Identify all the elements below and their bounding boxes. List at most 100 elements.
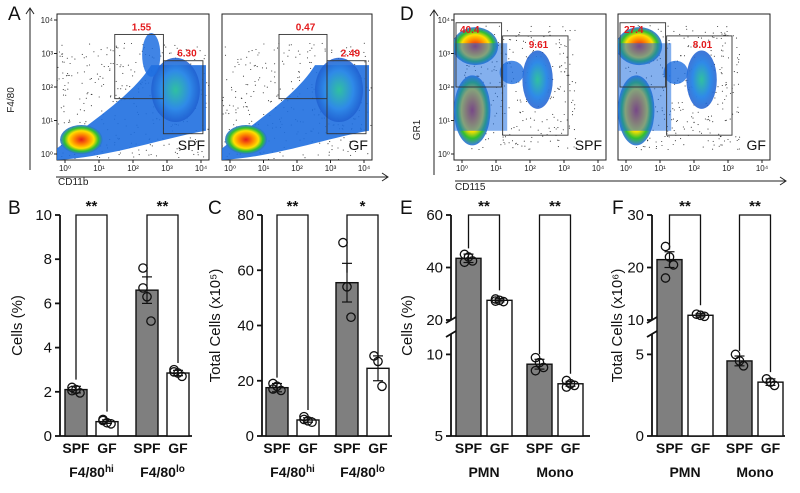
event-dot — [135, 61, 137, 64]
data-point — [561, 382, 572, 392]
event-dot — [266, 86, 268, 88]
event-dot — [177, 53, 179, 55]
event-dot — [237, 107, 239, 109]
event-dot — [238, 63, 240, 66]
event-dot — [725, 82, 727, 84]
event-dot — [522, 110, 524, 113]
data-point — [530, 365, 541, 376]
event-dot — [680, 138, 682, 140]
event-dot — [59, 55, 61, 57]
event-dot — [350, 154, 352, 156]
event-dot — [367, 60, 370, 62]
data-point — [377, 381, 387, 392]
event-dot — [677, 102, 679, 104]
event-dot — [560, 121, 562, 123]
flow-d-ylabel: GR1 — [412, 119, 423, 140]
bar-label-spf: SPF — [455, 440, 483, 456]
flow-d-plots: 40.4 9.61 SPF 10⁰ 10¹ 10² 10³ 10⁴ 10⁰ 10¹ 10² 10³ 10… — [438, 13, 771, 173]
y-tick-label: 10 — [35, 207, 52, 224]
event-dot — [648, 146, 650, 148]
event-dot — [725, 95, 727, 97]
event-dot — [176, 47, 178, 49]
event-dot — [254, 80, 256, 83]
y-tick-label: 0 — [44, 428, 52, 445]
event-dot — [522, 120, 524, 122]
event-dot — [562, 26, 564, 28]
event-dot — [83, 57, 85, 59]
significance-label: ** — [549, 198, 561, 215]
event-dot — [537, 129, 539, 131]
event-dot — [178, 156, 180, 159]
data-point — [299, 414, 309, 425]
event-dot — [672, 143, 674, 146]
event-dot — [530, 117, 532, 119]
event-dot — [700, 37, 703, 39]
data-point — [494, 295, 505, 306]
event-dot — [571, 114, 574, 116]
event-dot — [673, 109, 675, 111]
group-label-sup: hi — [105, 464, 114, 475]
event-dot — [708, 118, 710, 120]
data-point — [538, 362, 549, 373]
group-label-sup: hi — [306, 464, 315, 475]
event-dot — [246, 93, 248, 95]
event-dot — [298, 76, 301, 78]
event-dot — [103, 66, 105, 68]
event-dot — [354, 150, 357, 153]
event-dot — [726, 87, 728, 89]
event-dot — [328, 154, 330, 156]
bar-label-gf: GF — [561, 440, 581, 456]
event-dot — [268, 158, 270, 160]
x-tick-label: 10⁴ — [756, 164, 769, 173]
event-dot — [269, 101, 271, 103]
event-dot — [122, 66, 124, 68]
event-dot — [190, 63, 192, 65]
event-dot — [350, 46, 352, 48]
event-dot — [370, 87, 372, 89]
event-dot — [279, 151, 281, 154]
event-dot — [179, 149, 181, 152]
bar-gf — [757, 381, 784, 437]
event-dot — [724, 32, 726, 34]
event-dot — [724, 120, 726, 122]
gate-lo — [162, 60, 204, 135]
event-dot — [254, 64, 256, 66]
event-dot — [709, 120, 711, 122]
event-dot — [151, 145, 153, 147]
bar-label-gf: GF — [168, 440, 188, 456]
bar-label-gf: GF — [368, 440, 388, 456]
event-dot — [729, 92, 732, 94]
event-dot — [682, 108, 684, 110]
event-dot — [251, 120, 253, 122]
y-tick-label: 10³ — [41, 50, 53, 59]
y-tick-label: 10⁴ — [41, 16, 54, 25]
event-dot — [712, 121, 714, 123]
event-dot — [719, 68, 721, 71]
event-dot — [568, 125, 570, 127]
event-dot — [86, 65, 88, 67]
event-dot — [230, 86, 233, 88]
event-dot — [560, 71, 562, 73]
event-dot — [559, 47, 561, 49]
event-dot — [515, 143, 517, 145]
event-dot — [150, 153, 152, 156]
event-dot — [684, 85, 686, 87]
event-dot — [566, 74, 568, 76]
event-dot — [559, 86, 561, 88]
event-dot — [686, 121, 688, 123]
bar-spf — [265, 386, 289, 437]
event-dot — [368, 89, 370, 91]
flow-d-xlabel: CD115 — [455, 182, 486, 193]
event-dot — [270, 80, 272, 82]
event-dot — [697, 124, 699, 126]
event-dot — [324, 48, 326, 50]
event-dot — [717, 86, 719, 88]
event-dot — [642, 145, 644, 148]
event-dot — [247, 109, 249, 111]
event-dot — [337, 147, 339, 149]
event-dot — [522, 40, 525, 42]
bar-label-gf: GF — [761, 440, 781, 456]
event-dot — [557, 87, 559, 89]
event-dot — [688, 45, 690, 47]
event-dot — [346, 47, 348, 49]
